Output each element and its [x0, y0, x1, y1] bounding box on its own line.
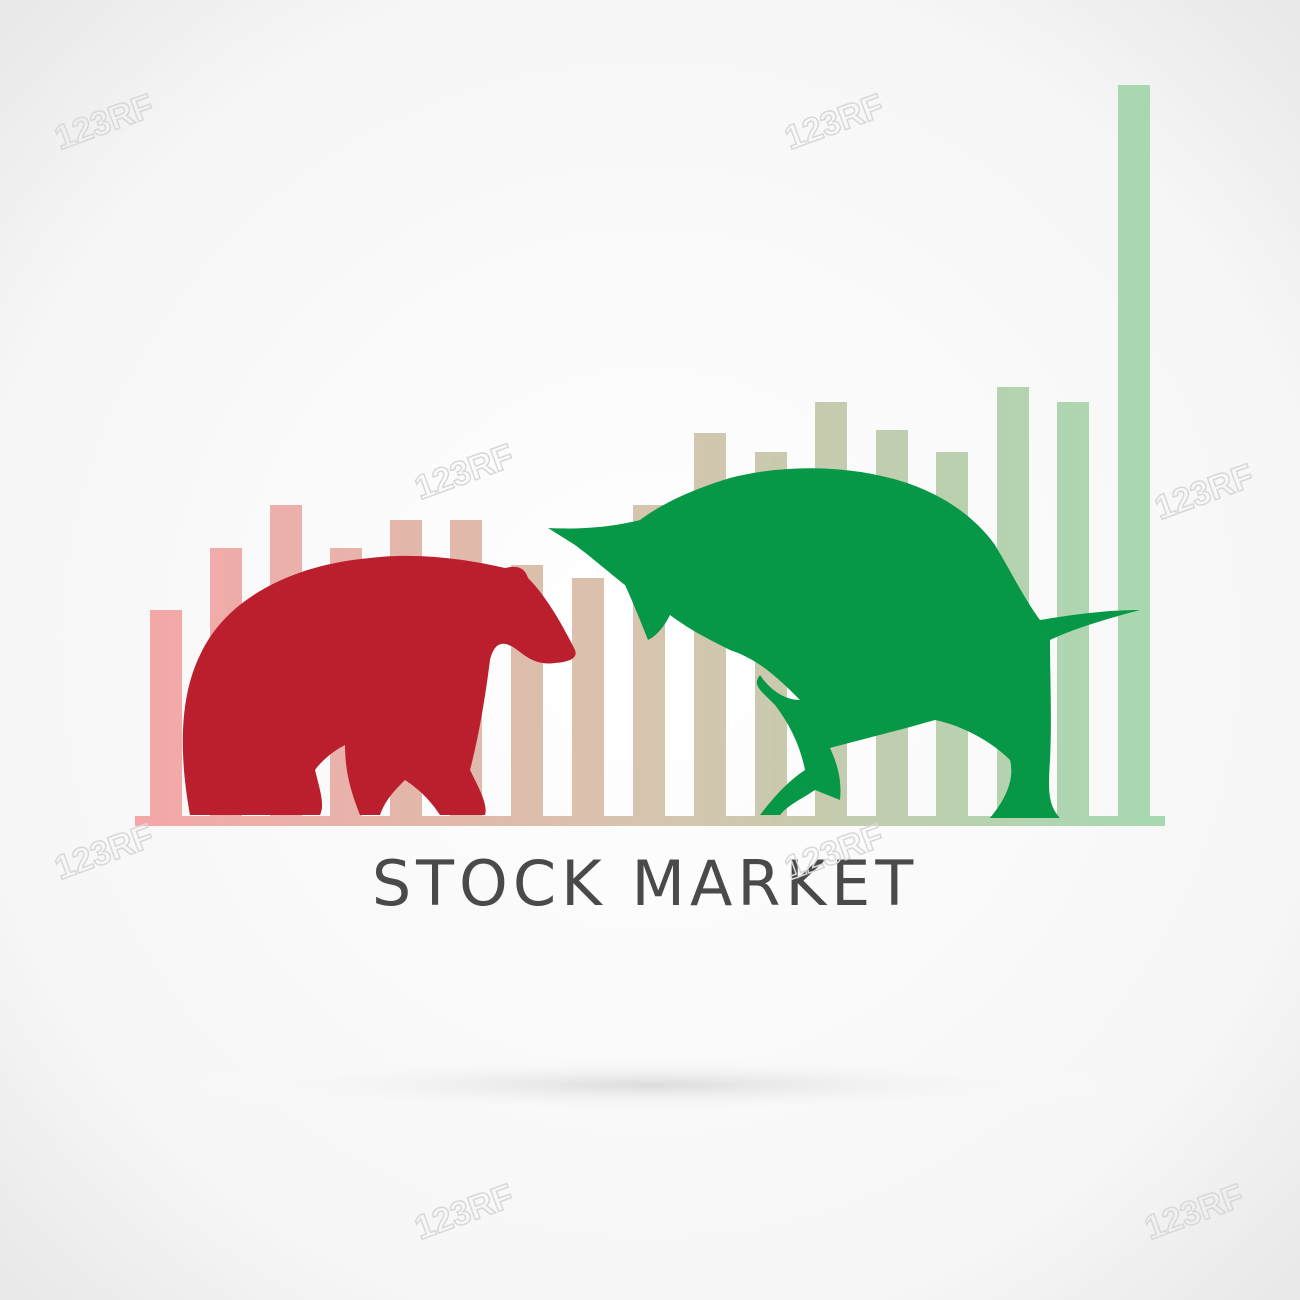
shadow	[170, 1055, 1130, 1115]
bar	[150, 610, 182, 818]
bar	[1057, 402, 1089, 818]
bar	[572, 578, 604, 818]
bar	[1118, 85, 1150, 818]
bear	[182, 555, 576, 815]
title: STOCK MARKET	[372, 847, 918, 920]
baseline	[135, 816, 1165, 826]
bull	[548, 468, 1140, 818]
